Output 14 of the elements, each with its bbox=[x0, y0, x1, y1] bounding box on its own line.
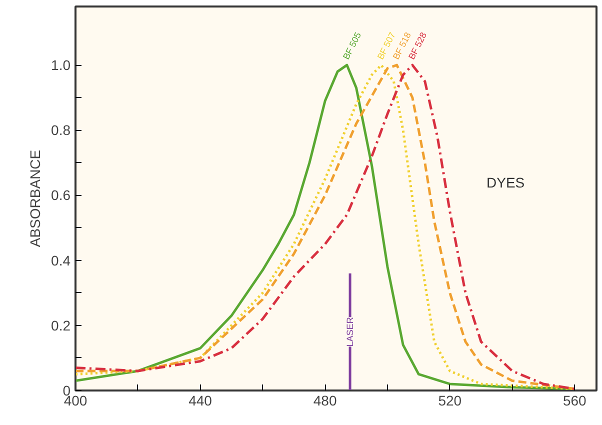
y-tick-label: 0.4 bbox=[51, 252, 71, 268]
x-tick-label: 560 bbox=[562, 392, 587, 408]
annotation: DYES bbox=[486, 174, 525, 190]
line-series bbox=[76, 64, 576, 390]
y-axis-title: ABSORBANCE bbox=[27, 150, 44, 248]
x-tick-label: 480 bbox=[313, 392, 337, 408]
x-tick-label: 440 bbox=[188, 392, 212, 408]
y-tick-label: 1.0 bbox=[51, 57, 71, 74]
y-tick-label: 0.2 bbox=[51, 317, 71, 334]
y-tick-label: 0.6 bbox=[51, 187, 71, 204]
text: BF 505 bbox=[341, 30, 364, 62]
y-tick-label: 0.8 bbox=[51, 122, 71, 138]
annotation: LASER bbox=[345, 316, 356, 347]
x-tick-label: 520 bbox=[438, 392, 462, 408]
